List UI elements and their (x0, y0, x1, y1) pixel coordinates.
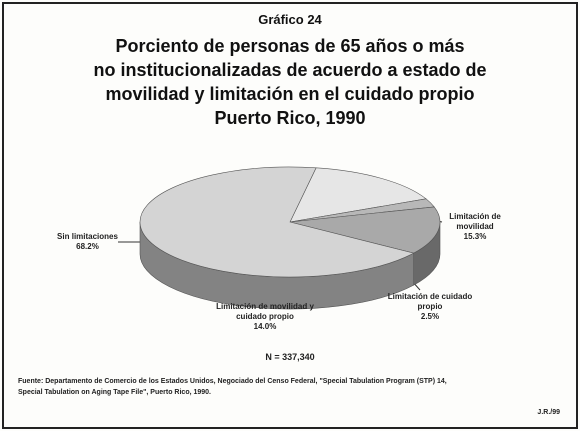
title-line: Porciento de personas de 65 años o más (115, 36, 465, 56)
category-label: Limitación de movilidad y cuidado propio (216, 302, 314, 321)
author: J.R./99 (537, 409, 560, 416)
pie-slice (289, 206, 441, 254)
category-label: Limitación de cuidado propio (387, 292, 473, 311)
value-label: 68.2% (76, 242, 99, 251)
category-label: Sin limitaciones (57, 232, 118, 241)
value-label: 14.0% (253, 322, 277, 331)
title-line: movilidad y limitación en el cuidado pro… (105, 84, 475, 104)
source-line: Special Tabulation on Aging Tape File", … (18, 389, 211, 396)
source-line: Fuente: Departamento de Comercio de los … (18, 378, 447, 385)
category-label: Limitación de movilidad (449, 212, 501, 231)
title-line: no institucionalizadas de acuerdo a esta… (93, 60, 487, 80)
pie-slice (139, 166, 415, 278)
chart-number: Gráfico 24 (258, 12, 322, 27)
value-label: 2.5% (420, 312, 440, 321)
title-line: Puerto Rico, 1990 (214, 108, 366, 128)
value-label: 15.3% (463, 232, 487, 241)
pie-slice (289, 167, 427, 223)
annotation: N = 337,340 (265, 352, 315, 362)
